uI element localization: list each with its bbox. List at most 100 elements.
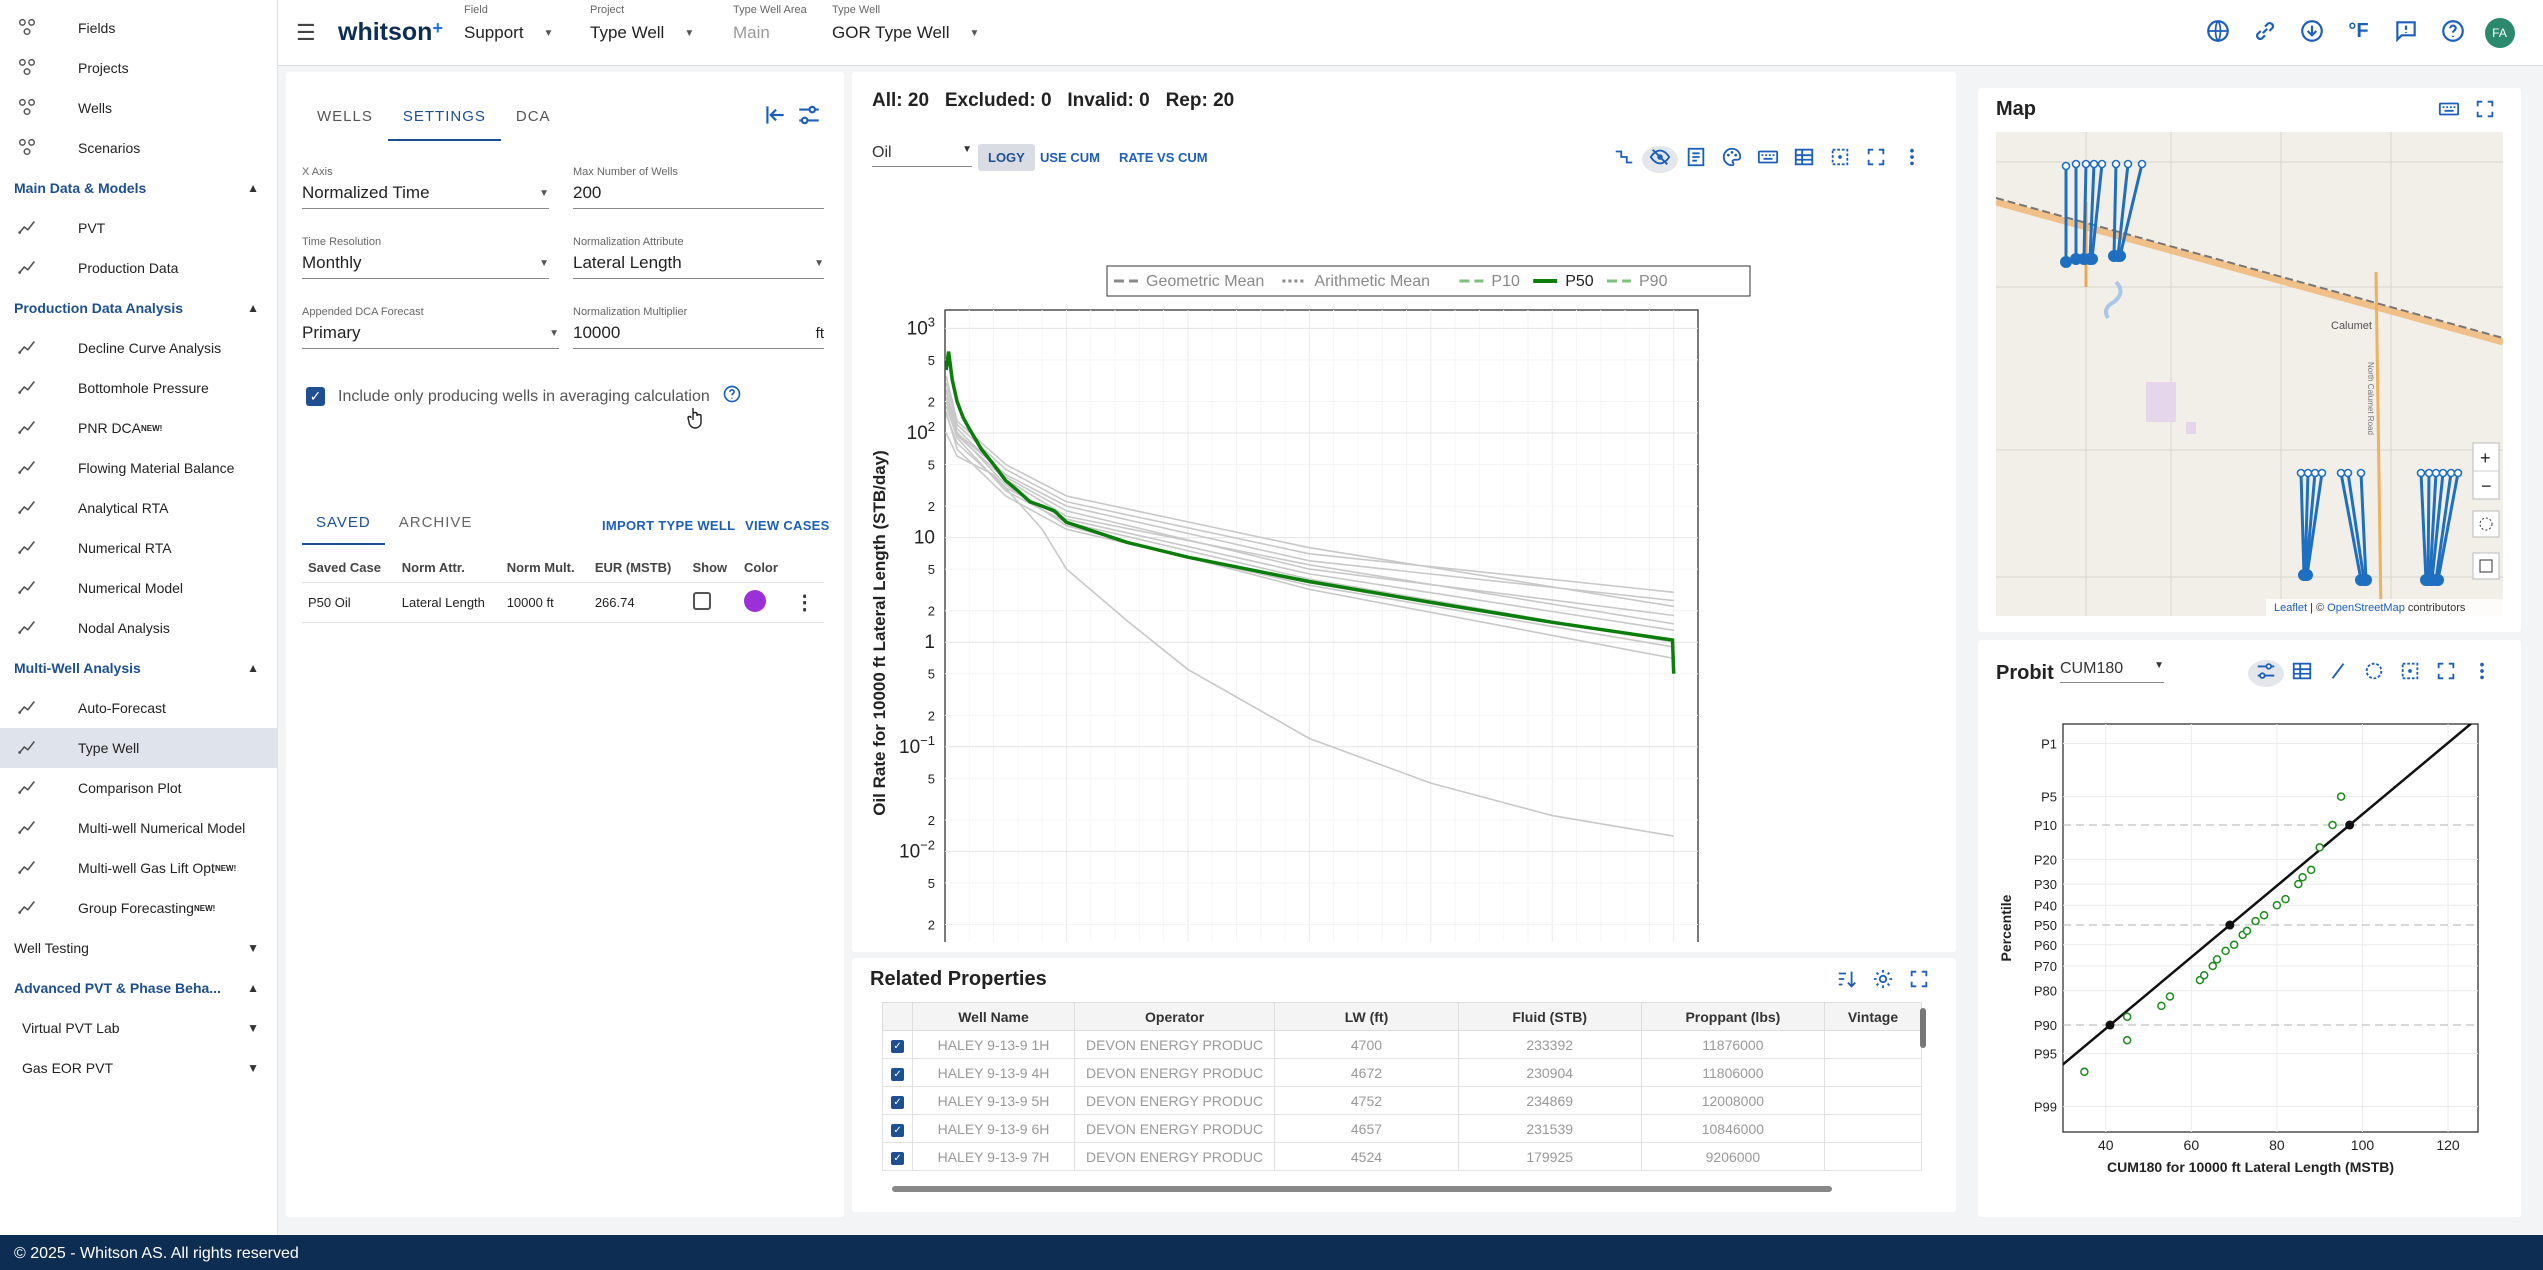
row-checkbox[interactable]: ✓ — [891, 1040, 905, 1053]
sidebar-section-2[interactable]: Multi-Well Analysis ▲ — [0, 648, 277, 688]
fullscreen-icon[interactable] — [1858, 146, 1894, 173]
step-line-icon[interactable] — [1606, 146, 1642, 173]
sidebar-item-auto-forecast[interactable]: Auto-Forecast — [0, 688, 277, 728]
project-select[interactable]: Project Type Well ▼ — [590, 4, 695, 42]
related-table-scroll[interactable]: Well Name Operator LW (ft) Fluid (STB) Propp… — [882, 1002, 1922, 1184]
show-checkbox[interactable] — [692, 591, 711, 610]
probit-point[interactable] — [2221, 946, 2230, 956]
probit-point[interactable] — [2157, 1001, 2166, 1011]
legend-item[interactable]: Arithmetic Mean — [1282, 273, 1430, 290]
sidebar-section-1[interactable]: Production Data Analysis ▲ — [0, 288, 277, 328]
probit-point[interactable] — [2298, 872, 2307, 882]
sidebar-section-3[interactable]: Well Testing ▼ — [0, 928, 277, 968]
probit-point[interactable] — [2306, 865, 2316, 875]
well-curve[interactable] — [945, 432, 1674, 837]
legend-item[interactable]: P50 — [1533, 273, 1594, 290]
autoscale-icon[interactable] — [1822, 146, 1858, 173]
chart-legend[interactable]: Geometric Mean Arithmetic Mean P10 P50 P90 — [1106, 265, 1751, 297]
sidebar-section-0[interactable]: Main Data & Models ▲ — [0, 168, 277, 208]
percentile-marker[interactable] — [2105, 1020, 2115, 1030]
probit-point[interactable] — [2208, 961, 2217, 971]
appended-dca-select[interactable]: Appended DCA Forecast Primary ▼ — [302, 306, 559, 349]
probit-point[interactable] — [2229, 940, 2239, 950]
legend-item[interactable]: P90 — [1607, 273, 1668, 290]
sidebar-item-analytical-rta[interactable]: Analytical RTA — [0, 488, 277, 528]
probit-point[interactable] — [2199, 970, 2209, 980]
probit-point[interactable] — [2315, 843, 2324, 852]
fullscreen-icon[interactable] — [2428, 660, 2464, 687]
temperature-unit-icon[interactable]: °F — [2348, 20, 2369, 42]
probit-point[interactable] — [2122, 1035, 2132, 1045]
row-checkbox[interactable]: ✓ — [891, 1096, 905, 1109]
collapse-panel-icon[interactable] — [762, 102, 788, 133]
related-col-header[interactable]: Operator — [1073, 1002, 1276, 1031]
include-producing-checkbox[interactable]: ✓ Include only producing wells in averag… — [306, 384, 742, 409]
color-swatch[interactable] — [743, 589, 766, 612]
probit-point[interactable] — [2328, 820, 2337, 830]
rate-vs-cum-button[interactable]: RATE VS CUM — [1119, 150, 1208, 165]
table-icon[interactable] — [2284, 660, 2320, 687]
p50-curve[interactable] — [945, 351, 1676, 674]
probit-point[interactable] — [2336, 792, 2346, 801]
probit-chart[interactable]: 40 60 80 100 120 P1 P5 P10 P20 P30 P40 P50 P60 P70 P80… — [1978, 700, 2521, 1212]
sidebar-item-type-well[interactable]: Type Well — [0, 728, 277, 768]
row-checkbox[interactable]: ✓ — [891, 1152, 905, 1165]
filter-settings-icon[interactable] — [796, 102, 822, 133]
keyboard-icon[interactable] — [2438, 98, 2460, 125]
sidebar-section-4[interactable]: Advanced PVT & Phase Beha... ▲ — [0, 968, 277, 1008]
tab-saved[interactable]: SAVED — [302, 514, 385, 545]
time-resolution-select[interactable]: Time Resolution Monthly ▼ — [302, 236, 549, 279]
logy-toggle[interactable]: LOGY — [978, 144, 1035, 171]
probit-point[interactable] — [2281, 894, 2290, 904]
more-vert-icon[interactable]: ⋮ — [794, 591, 815, 614]
use-cum-button[interactable]: USE CUM — [1040, 150, 1100, 165]
table-row[interactable]: ✓ HALEY 9-13-9 4H DEVON ENERGY PRODUC 4672 2… — [882, 1058, 1922, 1087]
keyboard-icon[interactable] — [1750, 146, 1786, 173]
x-axis-select[interactable]: X Axis Normalized Time ▼ — [302, 166, 549, 209]
well-curve[interactable] — [945, 389, 1674, 625]
type-well-chart[interactable]: Geometric Mean Arithmetic Mean P10 P50 P90 10… — [852, 182, 1956, 942]
map-zoom-control[interactable]: + − — [2472, 442, 2500, 500]
help-icon[interactable] — [722, 384, 742, 409]
legend-item[interactable]: Geometric Mean — [1114, 273, 1264, 290]
table-icon[interactable] — [1786, 146, 1822, 173]
draw-line-icon[interactable] — [2320, 660, 2356, 687]
well-marker[interactable] — [2070, 159, 2082, 265]
well-marker[interactable] — [2086, 159, 2107, 265]
probit-point[interactable] — [2165, 992, 2175, 1001]
sidebar-item-fields[interactable]: Fields — [0, 8, 277, 48]
well-curve[interactable] — [945, 406, 1674, 643]
legend-item[interactable]: P10 — [1459, 273, 1520, 290]
well-marker[interactable] — [2060, 161, 2072, 268]
type-well-select[interactable]: Type Well GOR Type Well ▼ — [832, 4, 980, 42]
well-marker[interactable] — [2114, 159, 2147, 262]
related-col-header[interactable]: Vintage — [1823, 1002, 1922, 1031]
help-icon[interactable] — [2429, 18, 2476, 49]
well-marker[interactable] — [2301, 468, 2327, 581]
feedback-icon[interactable] — [2382, 18, 2429, 49]
probit-point[interactable] — [2272, 901, 2282, 910]
sidebar-item-comparison-plot[interactable]: Comparison Plot — [0, 768, 277, 808]
table-row[interactable]: ✓ HALEY 9-13-9 6H DEVON ENERGY PRODUC 4657 2… — [882, 1114, 1922, 1143]
well-marker[interactable] — [2422, 468, 2434, 586]
sidebar-item-decline-curve-analysis[interactable]: Decline Curve Analysis — [0, 328, 277, 368]
gear-icon[interactable] — [1872, 968, 1894, 995]
sidebar-subsection[interactable]: Gas EOR PVT ▼ — [0, 1048, 277, 1088]
checkbox-checked-icon[interactable]: ✓ — [306, 387, 325, 406]
view-cases-button[interactable]: VIEW CASES — [745, 518, 830, 533]
sidebar-item-scenarios[interactable]: Scenarios — [0, 128, 277, 168]
related-col-header[interactable]: Proppant (lbs) — [1640, 1002, 1825, 1031]
sidebar-item-bottomhole-pressure[interactable]: Bottomhole Pressure — [0, 368, 277, 408]
zoom-in-button[interactable]: + — [2480, 448, 2491, 468]
app-logo[interactable]: whitson+ — [338, 18, 443, 46]
legend-icon[interactable] — [1678, 146, 1714, 173]
max-wells-input[interactable]: Max Number of Wells 200 — [573, 166, 824, 209]
map-view[interactable]: Calumet North Calumet Road + − Leaflet |… — [1996, 132, 2503, 616]
fullscreen-icon[interactable] — [1908, 968, 1930, 995]
normalization-multiplier-input[interactable]: Normalization Multiplier 10000 ft — [573, 306, 824, 349]
hide-eye-icon[interactable] — [1642, 146, 1678, 173]
fit-bounds-icon[interactable] — [2472, 552, 2500, 580]
download-icon[interactable] — [2288, 18, 2335, 49]
probit-point[interactable] — [2242, 926, 2252, 936]
well-curve[interactable] — [945, 375, 1674, 608]
